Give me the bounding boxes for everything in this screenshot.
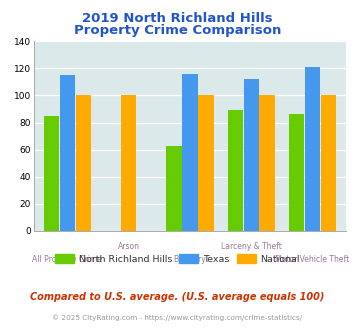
Text: Larceny & Theft: Larceny & Theft — [221, 242, 282, 251]
Text: Arson: Arson — [118, 242, 140, 251]
Text: Property Crime Comparison: Property Crime Comparison — [74, 24, 281, 37]
Text: Motor Vehicle Theft: Motor Vehicle Theft — [275, 255, 350, 264]
Bar — [260, 95, 275, 231]
Bar — [198, 95, 213, 231]
Bar — [44, 116, 59, 231]
Bar — [182, 74, 198, 231]
Bar — [244, 79, 259, 231]
Bar — [60, 75, 75, 231]
Text: Compared to U.S. average. (U.S. average equals 100): Compared to U.S. average. (U.S. average … — [30, 292, 325, 302]
Bar — [76, 95, 91, 231]
Bar — [228, 110, 243, 231]
Bar — [121, 95, 136, 231]
Legend: North Richland Hills, Texas, National: North Richland Hills, Texas, National — [51, 250, 304, 268]
Bar — [305, 67, 320, 231]
Text: Burglary: Burglary — [174, 255, 206, 264]
Text: All Property Crime: All Property Crime — [32, 255, 102, 264]
Bar — [321, 95, 336, 231]
Bar — [166, 146, 182, 231]
Bar — [289, 115, 304, 231]
Text: 2019 North Richland Hills: 2019 North Richland Hills — [82, 12, 273, 24]
Text: © 2025 CityRating.com - https://www.cityrating.com/crime-statistics/: © 2025 CityRating.com - https://www.city… — [53, 314, 302, 321]
